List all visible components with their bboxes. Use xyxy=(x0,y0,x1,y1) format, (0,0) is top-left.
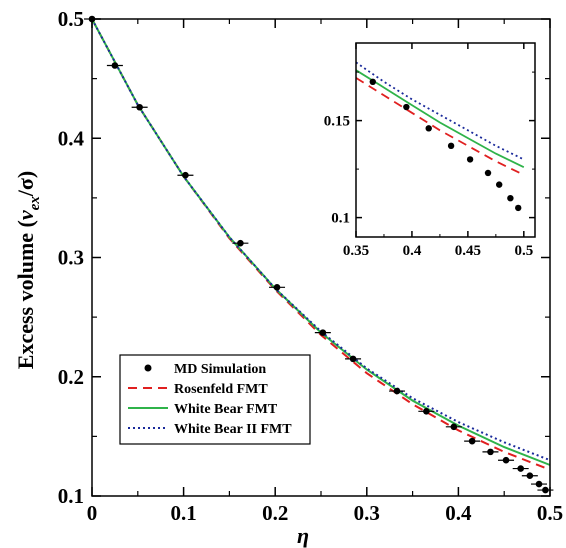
inset-background xyxy=(356,43,535,237)
inset-y-tick-label: 0.15 xyxy=(324,114,350,130)
main-md-point xyxy=(319,329,327,336)
inset-md-point xyxy=(515,204,522,212)
y-axis-label-sub: ex xyxy=(27,196,43,211)
inset-series-white-bear-fmt xyxy=(355,69,525,169)
main-md-point xyxy=(349,355,357,363)
main-y-tick-label: 0.1 xyxy=(58,484,84,508)
main-series-white-bear-ii-fmt xyxy=(91,18,551,462)
inset-x-tick-label: 0.35 xyxy=(343,243,369,259)
inset-md-point xyxy=(369,78,376,86)
main-plot: 0 0.1 0.2 0.3 0.4 0.50.10.20.30.40.5 xyxy=(58,7,563,525)
main-md-point xyxy=(111,62,119,69)
main-md-point xyxy=(542,486,549,494)
main-y-tick-label: 0.3 xyxy=(58,246,84,270)
legend-label: Rosenfeld FMT xyxy=(174,382,268,397)
inset-y-tick-label: 0.1 xyxy=(331,211,350,227)
legend-label: White Bear II FMT xyxy=(174,422,292,437)
legend-md-marker xyxy=(144,364,152,372)
inset-md-point xyxy=(484,169,492,177)
main-md-point xyxy=(526,472,534,480)
main-md-point xyxy=(450,423,458,431)
main-md-point xyxy=(136,103,143,111)
inset-plot: 0.35 0.4 0.45 0.5 0.1 0.15 xyxy=(324,42,536,259)
main-md-point xyxy=(502,456,510,464)
main-md-point xyxy=(535,480,543,488)
main-x-tick-label: 0 xyxy=(87,501,98,525)
inset-x-tick-label: 0.4 xyxy=(403,243,422,259)
inset-md-point xyxy=(403,103,410,111)
inset-md-point xyxy=(496,181,503,188)
y-axis-label: Excess volume (vex/σ) xyxy=(13,171,43,369)
main-md-point xyxy=(487,448,494,456)
main-x-tick-label: 0.1 xyxy=(170,501,196,525)
main-x-tick-label: 0.5 xyxy=(537,501,563,525)
main-md-point xyxy=(273,284,281,291)
inset-x-tick-label: 0.5 xyxy=(514,243,533,259)
inset-md-point xyxy=(466,156,474,163)
main-md-point xyxy=(468,437,476,445)
main-md-point xyxy=(423,408,430,415)
main-md-point xyxy=(182,171,189,179)
y-axis-label-prefix: Excess volume ( xyxy=(13,220,38,369)
inset-frame xyxy=(355,42,536,238)
main-x-tick-label: 0.4 xyxy=(445,501,472,525)
main-x-tick-label: 0.3 xyxy=(354,501,380,525)
inset-md-point xyxy=(507,195,514,202)
main-md-point xyxy=(517,465,524,472)
legend: MD Simulation Rosenfeld FMT White Bear FMT… xyxy=(119,354,311,445)
inset-md-point xyxy=(447,142,455,150)
legend-box xyxy=(119,354,311,445)
main-md-point xyxy=(237,239,244,247)
inset-md-point xyxy=(425,125,432,132)
y-axis-label-rest: /σ) xyxy=(13,171,38,197)
y-axis-label-var: v xyxy=(13,210,38,220)
x-axis-label: η xyxy=(297,523,309,548)
main-md-point xyxy=(393,387,401,395)
inset-series-rosenfeld-fmt xyxy=(355,77,525,176)
main-y-tick-label: 0.5 xyxy=(58,7,84,31)
main-y-tick-label: 0.2 xyxy=(58,365,84,389)
main-x-tick-label: 0.2 xyxy=(262,501,288,525)
legend-label: MD Simulation xyxy=(174,362,266,377)
legend-label: White Bear FMT xyxy=(174,402,278,417)
inset-x-tick-label: 0.45 xyxy=(455,243,481,259)
main-y-tick-label: 0.4 xyxy=(58,126,85,150)
